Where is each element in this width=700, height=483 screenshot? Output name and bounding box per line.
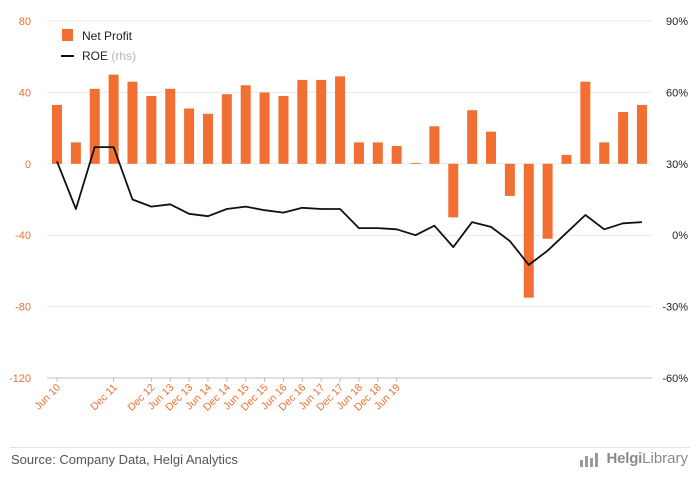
y-right-tick-label: -60% bbox=[662, 373, 688, 385]
bar bbox=[70, 142, 81, 164]
legend-label-roe: ROE (rhs) bbox=[82, 49, 136, 63]
bar bbox=[372, 142, 383, 164]
helgi-library-logo[interactable]: Helgi Library bbox=[579, 450, 688, 467]
y-left-tick-label: 40 bbox=[19, 87, 31, 99]
bar bbox=[184, 108, 195, 164]
y-left-tick-label: 80 bbox=[19, 16, 31, 28]
brand-name-part2: Library bbox=[642, 450, 688, 467]
legend-label-net-profit: Net Profit bbox=[82, 29, 133, 43]
y-left-tick-label: 0 bbox=[25, 159, 31, 171]
bar bbox=[278, 95, 289, 164]
brand-name-part1: Helgi bbox=[606, 450, 643, 467]
bar bbox=[146, 95, 157, 164]
bar bbox=[448, 163, 459, 218]
bar bbox=[127, 81, 138, 164]
bar bbox=[202, 113, 213, 164]
legend-swatch-net-profit bbox=[62, 29, 73, 41]
bar bbox=[580, 81, 591, 164]
bar bbox=[467, 110, 478, 164]
bar bbox=[165, 88, 176, 164]
y-right-tick-label: 0% bbox=[672, 230, 688, 242]
bar bbox=[618, 112, 629, 164]
y-left-tick-label: -80 bbox=[15, 302, 31, 314]
footer-divider bbox=[10, 447, 690, 448]
chart: 80 40 0 -40 -80 -120 90% 60% 30% 0% -30% -60% Jun 10… bbox=[9, 16, 688, 414]
bar bbox=[542, 163, 553, 239]
source-text: Source: Company Data, Helgi Analytics bbox=[11, 452, 238, 467]
y-right-tick-label: 30% bbox=[666, 159, 688, 171]
bar bbox=[89, 88, 100, 164]
bar bbox=[353, 142, 364, 164]
y-right-tick-label: -30% bbox=[662, 302, 688, 314]
y-left-tick-label: -120 bbox=[9, 373, 31, 385]
bar bbox=[52, 104, 62, 164]
bar bbox=[599, 142, 610, 164]
y-right-tick-label: 90% bbox=[666, 16, 688, 28]
x-tick-label: Dec 11 bbox=[88, 382, 120, 414]
bar bbox=[221, 94, 232, 164]
legend-label-roe-suffix: (rhs) bbox=[111, 49, 136, 63]
bar-chart-logo-icon bbox=[580, 452, 599, 467]
bar bbox=[504, 163, 515, 196]
bar bbox=[410, 162, 421, 164]
bar bbox=[429, 126, 440, 164]
bar bbox=[316, 79, 327, 164]
bar bbox=[108, 74, 119, 164]
roe-line bbox=[56, 146, 643, 266]
bar bbox=[297, 79, 308, 164]
y-left-tick-label: -40 bbox=[15, 230, 31, 242]
bar bbox=[561, 154, 572, 164]
bar bbox=[486, 131, 497, 164]
bar bbox=[391, 145, 402, 164]
bar bbox=[240, 85, 251, 164]
bar bbox=[636, 104, 647, 164]
bar bbox=[523, 163, 534, 298]
bar bbox=[335, 76, 346, 164]
bar bbox=[259, 92, 270, 164]
x-tick-label: Jun 10 bbox=[32, 382, 63, 413]
y-right-tick-label: 60% bbox=[666, 87, 688, 99]
